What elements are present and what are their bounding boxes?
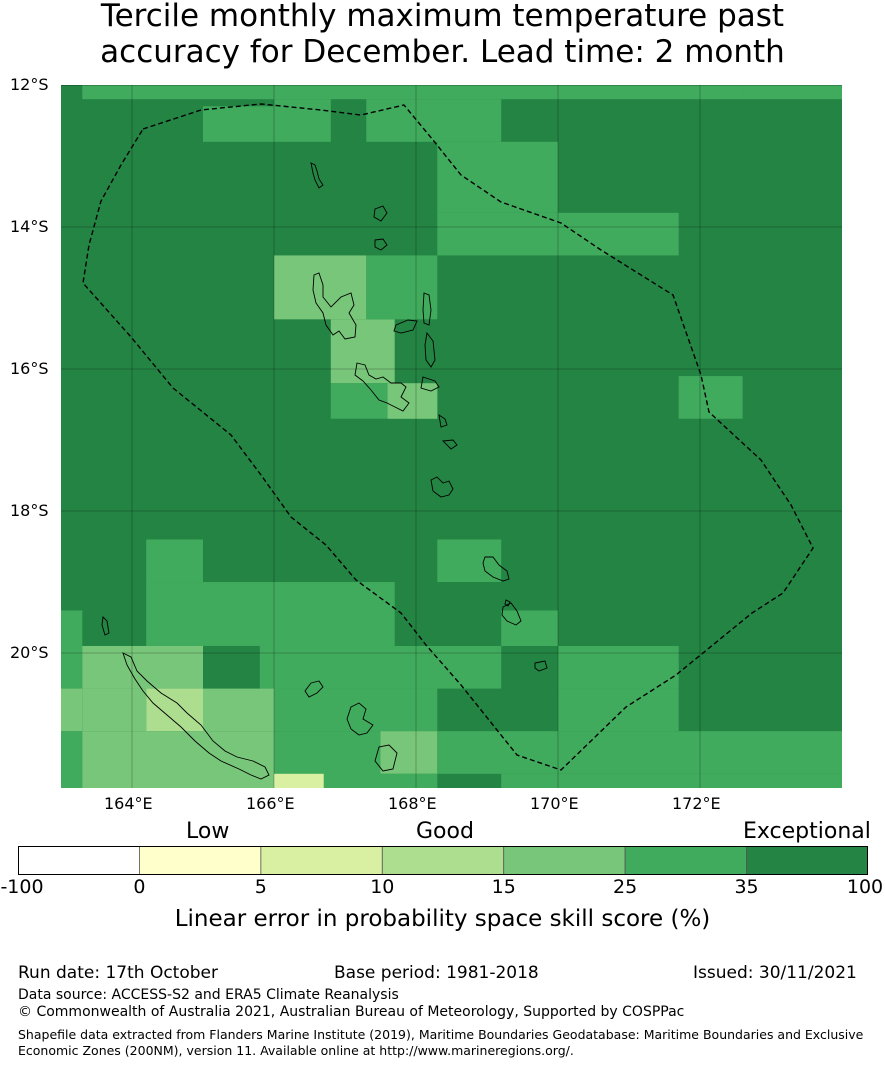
issued-date: Issued: 30/11/2021 bbox=[693, 963, 857, 983]
skill-cell bbox=[274, 255, 367, 320]
island-mathew bbox=[504, 599, 511, 607]
island-banks-1 bbox=[373, 205, 388, 222]
skill-cell bbox=[742, 85, 842, 100]
colorbar-outline bbox=[18, 846, 868, 875]
colorbar-bins bbox=[18, 846, 868, 875]
island-aneityum bbox=[534, 660, 548, 672]
title-line-1: Tercile monthly maximum temperature past bbox=[100, 0, 785, 34]
skill-cell bbox=[274, 99, 331, 142]
eez-boundary bbox=[82, 103, 814, 771]
colorbar-tick-label: 10 bbox=[370, 876, 395, 898]
data-source: Data source: ACCESS-S2 and ERA5 Climate … bbox=[18, 987, 399, 1003]
colorbar-bin bbox=[18, 846, 140, 875]
skill-cell bbox=[82, 688, 147, 732]
colorbar-tick-label: 5 bbox=[254, 876, 267, 898]
skill-cell bbox=[558, 688, 679, 732]
island-lifou bbox=[346, 702, 374, 736]
skill-cell bbox=[380, 773, 438, 788]
colorbar-bin bbox=[139, 846, 262, 875]
island-mare bbox=[374, 744, 398, 772]
island-grand-terre bbox=[122, 652, 270, 780]
colorbar-tick-label: 100 bbox=[846, 876, 884, 898]
skill-cell bbox=[437, 731, 842, 774]
lat-label-12s: 12°S bbox=[10, 75, 49, 94]
lat-label-18s: 18°S bbox=[10, 501, 49, 520]
colorbar-bin bbox=[381, 846, 505, 875]
island-outlines bbox=[101, 162, 548, 780]
skill-cell bbox=[82, 645, 203, 689]
island-aoba bbox=[393, 319, 418, 334]
island-maewo bbox=[422, 292, 432, 326]
skill-cell bbox=[203, 106, 274, 142]
island-ouvea bbox=[304, 680, 324, 698]
island-pentecost bbox=[424, 331, 436, 368]
island-erromango bbox=[482, 556, 510, 582]
skill-cell bbox=[203, 645, 260, 689]
island-torres bbox=[310, 162, 324, 189]
skill-cell bbox=[146, 582, 395, 646]
colorbar bbox=[18, 846, 868, 875]
colorbar-tick-label: 35 bbox=[734, 876, 759, 898]
colorbar-tick-label: -100 bbox=[0, 876, 44, 898]
island-tongoa bbox=[442, 439, 458, 450]
skill-cell bbox=[366, 99, 502, 142]
skill-cell bbox=[146, 539, 203, 583]
map-gridlines bbox=[61, 85, 842, 788]
run-date: Run date: 17th October bbox=[18, 963, 218, 983]
lat-label-16s: 16°S bbox=[10, 359, 49, 378]
skill-cell bbox=[274, 688, 438, 732]
skill-cell bbox=[203, 688, 274, 732]
lon-label-164e: 164°E bbox=[104, 794, 153, 813]
skill-cell bbox=[387, 383, 438, 419]
lon-label-172e: 172°E bbox=[672, 794, 721, 813]
legend-category-exceptional: Exceptional bbox=[743, 819, 871, 844]
lon-label-168e: 168°E bbox=[388, 794, 437, 813]
colorbar-tick-label: 25 bbox=[613, 876, 638, 898]
legend-category-low: Low bbox=[186, 819, 230, 844]
lat-label-14s: 14°S bbox=[10, 217, 49, 236]
skill-map bbox=[61, 85, 842, 788]
legend-category-good: Good bbox=[416, 819, 474, 844]
skill-cell bbox=[61, 610, 83, 689]
colorbar-bin bbox=[624, 846, 747, 875]
skill-cell bbox=[501, 610, 558, 646]
skill-cell bbox=[259, 645, 502, 689]
colorbar-bin bbox=[503, 846, 626, 875]
colorbar-bin bbox=[260, 846, 383, 875]
base-period: Base period: 1981-2018 bbox=[334, 963, 539, 983]
skill-cell bbox=[330, 319, 395, 384]
skill-cell bbox=[558, 645, 679, 689]
skill-cell bbox=[380, 731, 438, 774]
skill-cell bbox=[501, 773, 842, 788]
colorbar-bin bbox=[746, 846, 868, 875]
island-banks-2 bbox=[374, 238, 388, 251]
title-line-2: accuracy for December. Lead time: 2 mont… bbox=[100, 34, 785, 70]
lon-label-170e: 170°E bbox=[530, 794, 579, 813]
island-tanna bbox=[501, 602, 522, 626]
colorbar-tick-label: 15 bbox=[491, 876, 516, 898]
island-shepherds bbox=[438, 414, 448, 428]
colorbar-axis-label: Linear error in probability space skill … bbox=[174, 906, 711, 932]
skill-cell bbox=[366, 255, 438, 320]
island-belep bbox=[101, 616, 110, 636]
skill-grid-cells bbox=[61, 85, 842, 788]
skill-cell bbox=[82, 85, 743, 100]
skill-cell bbox=[274, 773, 324, 788]
island-efate bbox=[430, 476, 454, 498]
copyright-notice: © Commonwealth of Australia 2021, Austra… bbox=[18, 1004, 685, 1020]
skill-cell bbox=[146, 688, 203, 732]
shapefile-credit: Shapefile data extracted from Flanders M… bbox=[18, 1027, 864, 1058]
skill-cell bbox=[437, 141, 558, 213]
lon-label-166e: 166°E bbox=[246, 794, 295, 813]
skill-cell bbox=[437, 212, 679, 256]
skill-cell bbox=[82, 731, 274, 788]
island-espiritu-santo bbox=[312, 272, 357, 340]
colorbar-tick-label: 0 bbox=[133, 876, 146, 898]
skill-cell bbox=[61, 731, 83, 788]
lat-label-20s: 20°S bbox=[10, 643, 49, 662]
island-malakula bbox=[354, 362, 410, 412]
island-ambrym bbox=[420, 376, 440, 392]
skill-cell bbox=[61, 688, 83, 732]
skill-cell bbox=[678, 376, 743, 419]
